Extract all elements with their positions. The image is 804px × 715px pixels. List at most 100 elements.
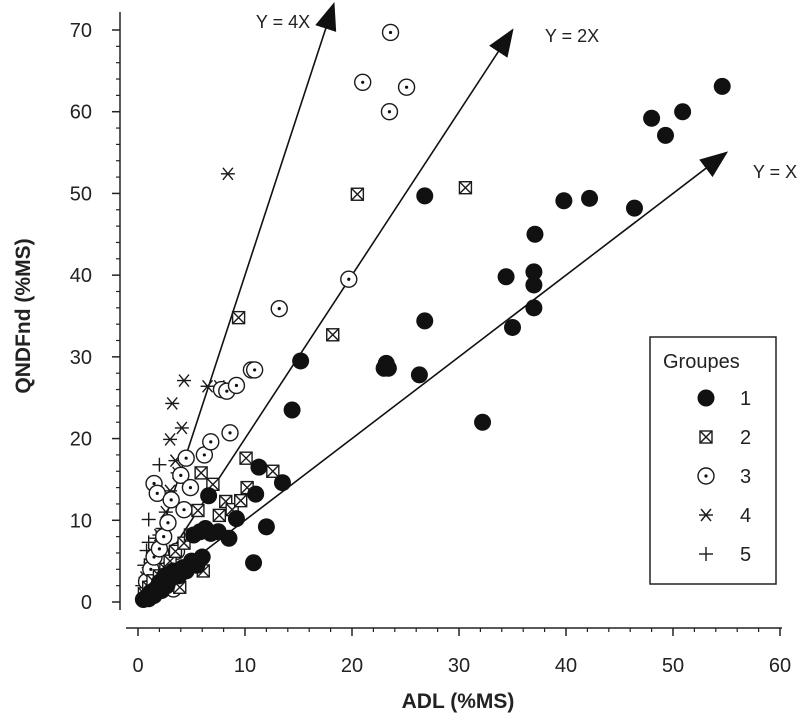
- data-point-series-1: [292, 352, 310, 370]
- data-point-series-2: [206, 477, 220, 492]
- x-tick-label: 0: [132, 655, 143, 677]
- data-point-series-3: [162, 491, 180, 509]
- data-point-series-1: [713, 77, 731, 95]
- y-tick-label: 70: [70, 20, 92, 42]
- reference-line-label: Y = X: [753, 162, 797, 182]
- x-tick-label: 10: [234, 655, 256, 677]
- data-point-series-4: [163, 432, 178, 446]
- data-point-series-3: [202, 433, 220, 451]
- y-tick-label: 50: [70, 183, 92, 205]
- data-point-series-2: [234, 493, 248, 508]
- data-point-series-3: [245, 361, 264, 379]
- data-point-series-1: [200, 487, 218, 505]
- x-tick-label: 50: [662, 655, 684, 677]
- data-point-series-4: [220, 167, 235, 181]
- data-point-series-1: [250, 458, 268, 476]
- data-point-series-1: [245, 554, 263, 572]
- data-points: [134, 23, 731, 609]
- data-point-series-3: [172, 466, 190, 485]
- data-point-series-1: [504, 318, 521, 336]
- axes: 0 10 20 30 40 50 60 0 10 20 30 40 50 60 70: [70, 12, 791, 677]
- data-point-series-1: [625, 199, 643, 217]
- y-tick-label: 10: [70, 510, 92, 532]
- data-point-series-1: [416, 312, 434, 330]
- reference-line-label: Y = 4X: [256, 12, 310, 32]
- reference-lines: Y = X Y = 2X Y = 4X: [137, 1, 797, 603]
- data-point-series-3: [397, 78, 416, 96]
- data-point-series-1: [227, 510, 245, 528]
- legend-marker: [697, 389, 715, 407]
- y-tick-label: 30: [70, 347, 92, 369]
- legend-label: 2: [740, 427, 751, 449]
- data-point-series-1: [379, 359, 397, 377]
- reference-line-label: Y = 2X: [545, 26, 599, 46]
- data-point-series-2: [191, 503, 205, 518]
- data-point-series-5: [152, 457, 167, 472]
- legend-box: [649, 336, 777, 585]
- data-point-series-4: [177, 374, 192, 388]
- y-axis-title: QNDFnd (%MS): [12, 238, 35, 393]
- data-point-series-5: [141, 535, 156, 550]
- data-point-series-1: [273, 474, 291, 492]
- legend-marker: [699, 430, 713, 444]
- data-point-series-4: [174, 421, 189, 435]
- legend-title: Groupes: [663, 351, 740, 373]
- legend-label: 4: [740, 505, 751, 527]
- data-point-series-1: [193, 548, 211, 566]
- data-point-series-4: [165, 396, 180, 410]
- data-point-series-2: [458, 181, 473, 195]
- data-point-series-1: [283, 401, 301, 419]
- data-point-series-3: [354, 73, 372, 91]
- data-point-series-2: [266, 464, 280, 478]
- data-point-series-3: [340, 270, 358, 288]
- legend-marker: [699, 547, 713, 561]
- data-point-series-1: [525, 299, 543, 317]
- data-point-series-1: [525, 263, 543, 281]
- data-point-series-1: [581, 189, 599, 207]
- data-point-series-2: [326, 328, 340, 342]
- data-point-series-3: [380, 103, 399, 121]
- y-tick-label: 40: [70, 265, 92, 287]
- data-point-series-2: [350, 187, 365, 201]
- x-axis-title: ADL (%MS): [402, 690, 515, 713]
- data-point-series-1: [257, 518, 275, 536]
- data-point-series-1: [674, 103, 692, 121]
- data-point-series-1: [410, 366, 428, 384]
- y-tick-label: 60: [70, 102, 92, 124]
- legend-label: 1: [740, 388, 751, 410]
- data-point-series-2: [231, 310, 246, 325]
- y-tick-label: 0: [81, 592, 92, 614]
- data-point-series-2: [194, 466, 208, 480]
- data-point-series-3: [381, 23, 400, 42]
- x-tick-label: 20: [341, 655, 363, 677]
- data-point-series-3: [270, 299, 288, 318]
- data-point-series-3: [159, 514, 177, 532]
- x-tick-label: 40: [555, 655, 577, 677]
- data-point-series-3: [221, 424, 239, 442]
- data-point-series-3: [148, 484, 166, 503]
- legend-label: 5: [740, 544, 751, 566]
- x-tick-label: 60: [769, 655, 791, 677]
- legend-marker: [699, 508, 713, 522]
- x-tick-label: 30: [448, 655, 470, 677]
- data-point-series-1: [247, 485, 265, 503]
- data-point-series-1: [220, 529, 238, 547]
- legend-label: 3: [740, 466, 751, 488]
- legend-marker: [697, 467, 715, 485]
- data-point-series-2: [212, 508, 227, 523]
- data-point-series-1: [525, 276, 543, 294]
- data-point-series-3: [227, 376, 246, 395]
- data-point-series-3: [175, 500, 193, 519]
- data-point-series-1: [555, 192, 573, 210]
- data-point-series-5: [141, 512, 156, 527]
- data-point-series-1: [657, 126, 675, 144]
- legend: Groupes 1 2 3 4 5: [649, 336, 777, 585]
- data-point-series-4: [200, 379, 215, 393]
- data-point-series-1: [416, 187, 434, 205]
- data-point-series-3: [177, 449, 195, 467]
- data-point-series-1: [526, 225, 544, 243]
- data-point-series-1: [474, 413, 492, 431]
- data-point-series-1: [643, 109, 661, 127]
- data-point-series-3: [181, 478, 200, 497]
